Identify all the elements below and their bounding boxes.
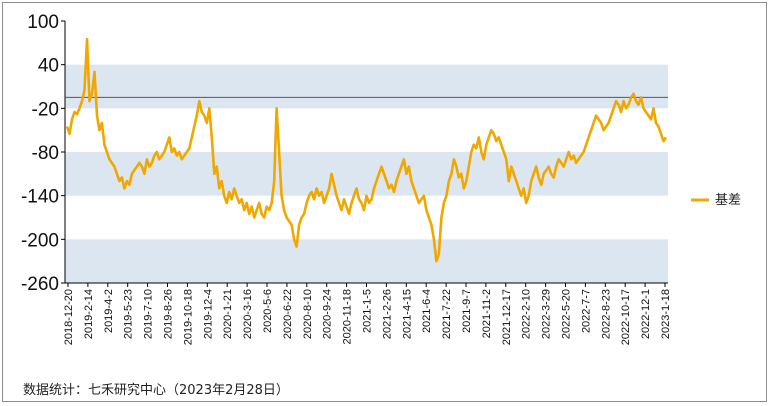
x-tick-label: 2022-3-29 [541,289,553,339]
y-tick-label: 40 [38,56,59,77]
x-tick-label: 2020-11-18 [342,289,354,344]
x-tick-label: 2022-12-1 [640,289,652,339]
y-tick-label: -260 [21,274,59,295]
y-tick-label: -80 [32,143,59,164]
x-tick-label: 2019-5-23 [123,289,135,339]
x-tick-label: 2019-8-26 [163,289,175,339]
line-chart: 100 40 -20 -80 -140 -200 -260 2018-12-20 2019-2… [21,12,741,345]
x-tick-label: 2021-7-22 [441,289,453,339]
x-tick-label: 2019-7-10 [143,289,155,339]
x-axis-ticks: 2018-12-20 2019-2-14 2019-4-2 2019-5-23 2019… [63,283,672,345]
x-tick-label: 2020-8-10 [302,289,314,339]
x-tick-label: 2020-5-6 [262,289,274,333]
x-tick-label: 2020-6-22 [282,289,294,339]
x-tick-label: 2019-10-18 [182,289,194,345]
y-axis-ticks: 100 40 -20 -80 -140 -200 -260 [21,12,65,295]
y-tick-label: 100 [27,12,59,33]
legend: 基差 [691,193,741,208]
x-tick-label: 2020-9-24 [322,289,334,339]
x-tick-label: 2021-1-5 [362,289,374,333]
y-tick-label: -20 [32,99,59,120]
x-tick-label: 2022-7-7 [580,289,592,333]
x-tick-label: 2019-2-14 [83,289,95,339]
grid-band [65,64,668,109]
x-tick-label: 2022-8-23 [600,289,612,339]
x-tick-label: 2019-4-2 [103,289,115,333]
x-tick-label: 2021-2-26 [381,289,393,339]
series-layer [65,37,668,263]
legend-label: 基差 [715,193,741,208]
x-tick-label: 2022-10-17 [620,289,632,345]
x-tick-label: 2023-1-18 [660,289,672,339]
x-tick-label: 2020-3-16 [242,289,254,339]
y-tick-label: -200 [21,230,59,251]
x-tick-label: 2019-12-4 [202,289,214,339]
data-source-note: 数据统计：七禾研究中心（2023年2月28日） [23,383,289,398]
chart-frame: 100 40 -20 -80 -140 -200 -260 2018-12-20 2019-2… [2,2,767,402]
x-tick-label: 2022-5-20 [561,289,573,339]
x-tick-label: 2021-6-4 [421,289,433,333]
x-tick-label: 2021-9-7 [461,289,473,333]
x-tick-label: 2021-4-15 [401,289,413,339]
x-tick-label: 2018-12-20 [63,289,75,345]
series-line-jicha [65,37,668,263]
x-tick-label: 2022-2-10 [521,289,533,339]
y-tick-label: -140 [21,187,59,208]
x-tick-label: 2021-12-17 [501,289,513,345]
x-tick-label: 2021-11-2 [481,289,493,338]
grid-band [65,239,668,283]
x-tick-label: 2020-1-21 [222,289,234,339]
